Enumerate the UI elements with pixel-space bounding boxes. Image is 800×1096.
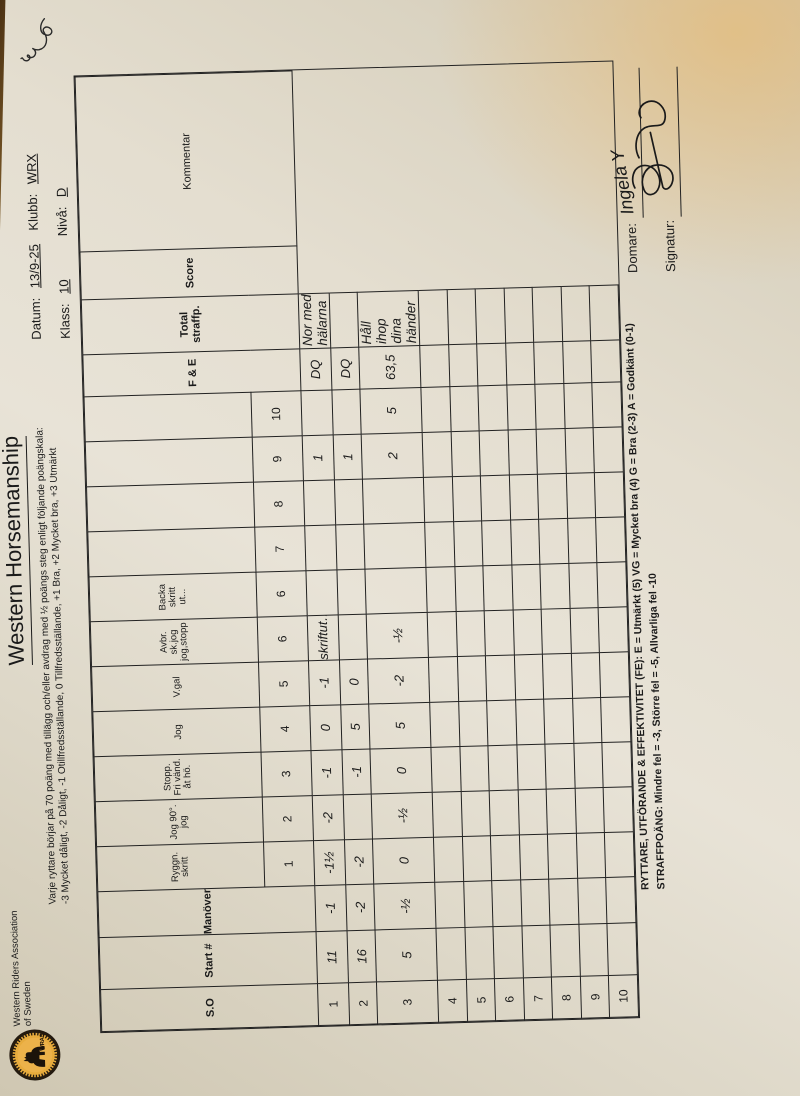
- svg-text:WRAS: WRAS: [40, 1033, 46, 1051]
